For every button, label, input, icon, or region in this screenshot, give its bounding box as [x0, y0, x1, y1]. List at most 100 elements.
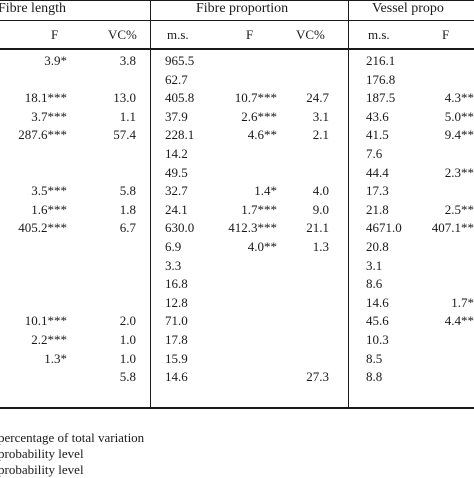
cell-fp-ms: 12.8 — [165, 294, 188, 310]
group-divider-1 — [150, 0, 151, 407]
cell-fl-f: 1.3* — [44, 350, 67, 366]
cell-vp-f: 4.3** — [444, 90, 474, 106]
cell-fp-f: 4.0** — [247, 239, 277, 254]
cell-fp-f: 412.3*** — [228, 220, 277, 236]
table-row: 2.2*** 1.0 17.8 10.3 — [0, 332, 474, 351]
cell-fp-f: 1.7*** — [241, 201, 277, 217]
table-row: 12.8 14.6 1.7* — [0, 295, 474, 314]
cell-fp-f: 4.6** — [247, 127, 277, 143]
cell-fp-ms: 965.5 — [165, 53, 195, 68]
cell-fp-vc: 21.1 — [306, 220, 329, 236]
subheader-vp-ms: m.s. — [368, 27, 390, 42]
cell-vp-ms: 8.5 — [366, 350, 383, 366]
table-row: 16.8 8.6 — [0, 276, 474, 295]
table-row: 62.7 176.8 — [0, 72, 474, 91]
cell-fl-vc: 1.1 — [119, 108, 136, 124]
cell-fl-f: 3.7*** — [31, 108, 67, 124]
cell-fp-vc: 9.0 — [312, 201, 329, 217]
subheader-fl-vc: VC% — [108, 27, 137, 42]
cell-vp-ms: 187.5 — [366, 90, 396, 106]
cell-vp-ms: 7.6 — [366, 146, 383, 161]
cell-vp-ms: 4671.0 — [366, 220, 402, 236]
footnote-probability-1: probability level — [0, 446, 84, 461]
cell-vp-ms: 43.6 — [366, 108, 389, 124]
cell-fp-vc: 27.3 — [306, 369, 329, 385]
cell-fp-vc: 4.0 — [312, 183, 329, 199]
cell-fl-vc: 3.8 — [119, 53, 136, 68]
table-row: 405.2*** 6.7 630.0 412.3*** 21.1 4671.0 407.1*… — [0, 220, 474, 239]
header-vessel-proportion: Vessel propo — [372, 1, 444, 16]
table-row: 1.3* 1.0 15.9 8.5 — [0, 351, 474, 370]
table-row: 10.1*** 2.0 71.0 45.6 4.4** — [0, 313, 474, 332]
table-row: 3.9* 3.8 965.5 216.1 — [0, 53, 474, 72]
cell-fp-ms: 62.7 — [165, 71, 188, 87]
footnote-vc: percentage of total variation — [0, 430, 145, 445]
cell-vp-ms: 17.3 — [366, 183, 389, 199]
table-row: 6.9 4.0** 1.3 20.8 — [0, 239, 474, 258]
cell-fl-vc: 6.7 — [119, 220, 136, 236]
cell-vp-f: 407.1** — [431, 220, 474, 236]
cell-fp-f: 2.6*** — [241, 108, 277, 124]
footnote-probability-2: probability level — [0, 462, 84, 477]
cell-fp-vc: 24.7 — [306, 90, 329, 106]
table-row: 18.1*** 13.0 405.8 10.7*** 24.7 187.5 4.3** — [0, 90, 474, 109]
cell-fl-f: 405.2*** — [18, 220, 67, 236]
header-fibre-proportion: Fibre proportion — [196, 1, 289, 16]
cell-vp-ms: 10.3 — [366, 332, 389, 347]
subheader-fp-ms: m.s. — [167, 27, 189, 42]
table-row: 1.6*** 1.8 24.1 1.7*** 9.0 21.8 2.5** — [0, 202, 474, 221]
cell-vp-ms: 21.8 — [366, 201, 389, 217]
cell-vp-f: 2.5** — [444, 201, 474, 217]
cell-fp-ms: 630.0 — [165, 220, 195, 236]
subheader-fl-f: F — [51, 27, 59, 42]
cell-fl-vc: 1.0 — [119, 332, 136, 347]
cell-fp-ms: 14.2 — [165, 146, 188, 161]
table-row: 14.2 7.6 — [0, 146, 474, 165]
group-divider-2 — [348, 0, 349, 407]
cell-fp-ms: 16.8 — [165, 276, 188, 292]
cell-fl-vc: 1.8 — [119, 201, 136, 217]
cell-fl-f: 3.9* — [44, 53, 67, 68]
cell-fp-f: 1.4* — [254, 183, 277, 199]
cell-vp-ms: 44.4 — [366, 164, 389, 180]
cell-fp-ms: 3.3 — [165, 257, 182, 273]
cell-vp-ms: 14.6 — [366, 294, 389, 310]
table-row: 49.5 44.4 2.3** — [0, 165, 474, 184]
cell-vp-f: 4.4** — [444, 313, 474, 329]
cell-fl-vc: 1.0 — [119, 350, 136, 366]
cell-fl-vc: 13.0 — [113, 90, 136, 106]
cell-fl-vc: 5.8 — [119, 369, 136, 385]
subheader-fp-vc: VC% — [296, 27, 325, 42]
subheader-vp-f: F — [442, 27, 450, 42]
top-rule — [0, 0, 474, 1]
header-rule — [0, 20, 474, 21]
cell-fl-f: 3.5*** — [31, 183, 67, 199]
cell-vp-ms: 8.8 — [366, 369, 383, 385]
cell-fp-ms: 228.1 — [165, 127, 195, 143]
cell-fp-ms: 24.1 — [165, 201, 188, 217]
cell-vp-ms: 45.6 — [366, 313, 389, 329]
cell-vp-ms: 3.1 — [366, 257, 383, 273]
header-fibre-length: Fibre length — [0, 1, 67, 16]
subheader-rule — [0, 48, 474, 50]
cell-fp-ms: 71.0 — [165, 313, 188, 329]
cell-vp-ms: 8.6 — [366, 276, 383, 292]
table-row: 3.7*** 1.1 37.9 2.6*** 3.1 43.6 5.0** — [0, 109, 474, 128]
cell-fl-f: 10.1*** — [24, 313, 67, 329]
subheader-fp-f: F — [246, 27, 254, 42]
cell-fl-vc: 57.4 — [113, 127, 136, 143]
table-row: 3.5*** 5.8 32.7 1.4* 4.0 17.3 — [0, 183, 474, 202]
cell-fl-f: 18.1*** — [24, 90, 67, 106]
cell-vp-f: 9.4** — [444, 127, 474, 143]
cell-fp-ms: 32.7 — [165, 183, 188, 199]
cell-vp-f: 1.7* — [451, 294, 474, 310]
cell-fl-f: 2.2*** — [31, 332, 67, 347]
cell-fp-vc: 3.1 — [312, 108, 329, 124]
cell-fp-ms: 15.9 — [165, 350, 188, 366]
table-row: 3.3 3.1 — [0, 258, 474, 277]
cell-fp-ms: 14.6 — [165, 369, 188, 385]
cell-fp-ms: 17.8 — [165, 332, 188, 347]
cell-vp-ms: 216.1 — [366, 53, 396, 68]
cell-fl-f: 1.6*** — [31, 201, 67, 217]
